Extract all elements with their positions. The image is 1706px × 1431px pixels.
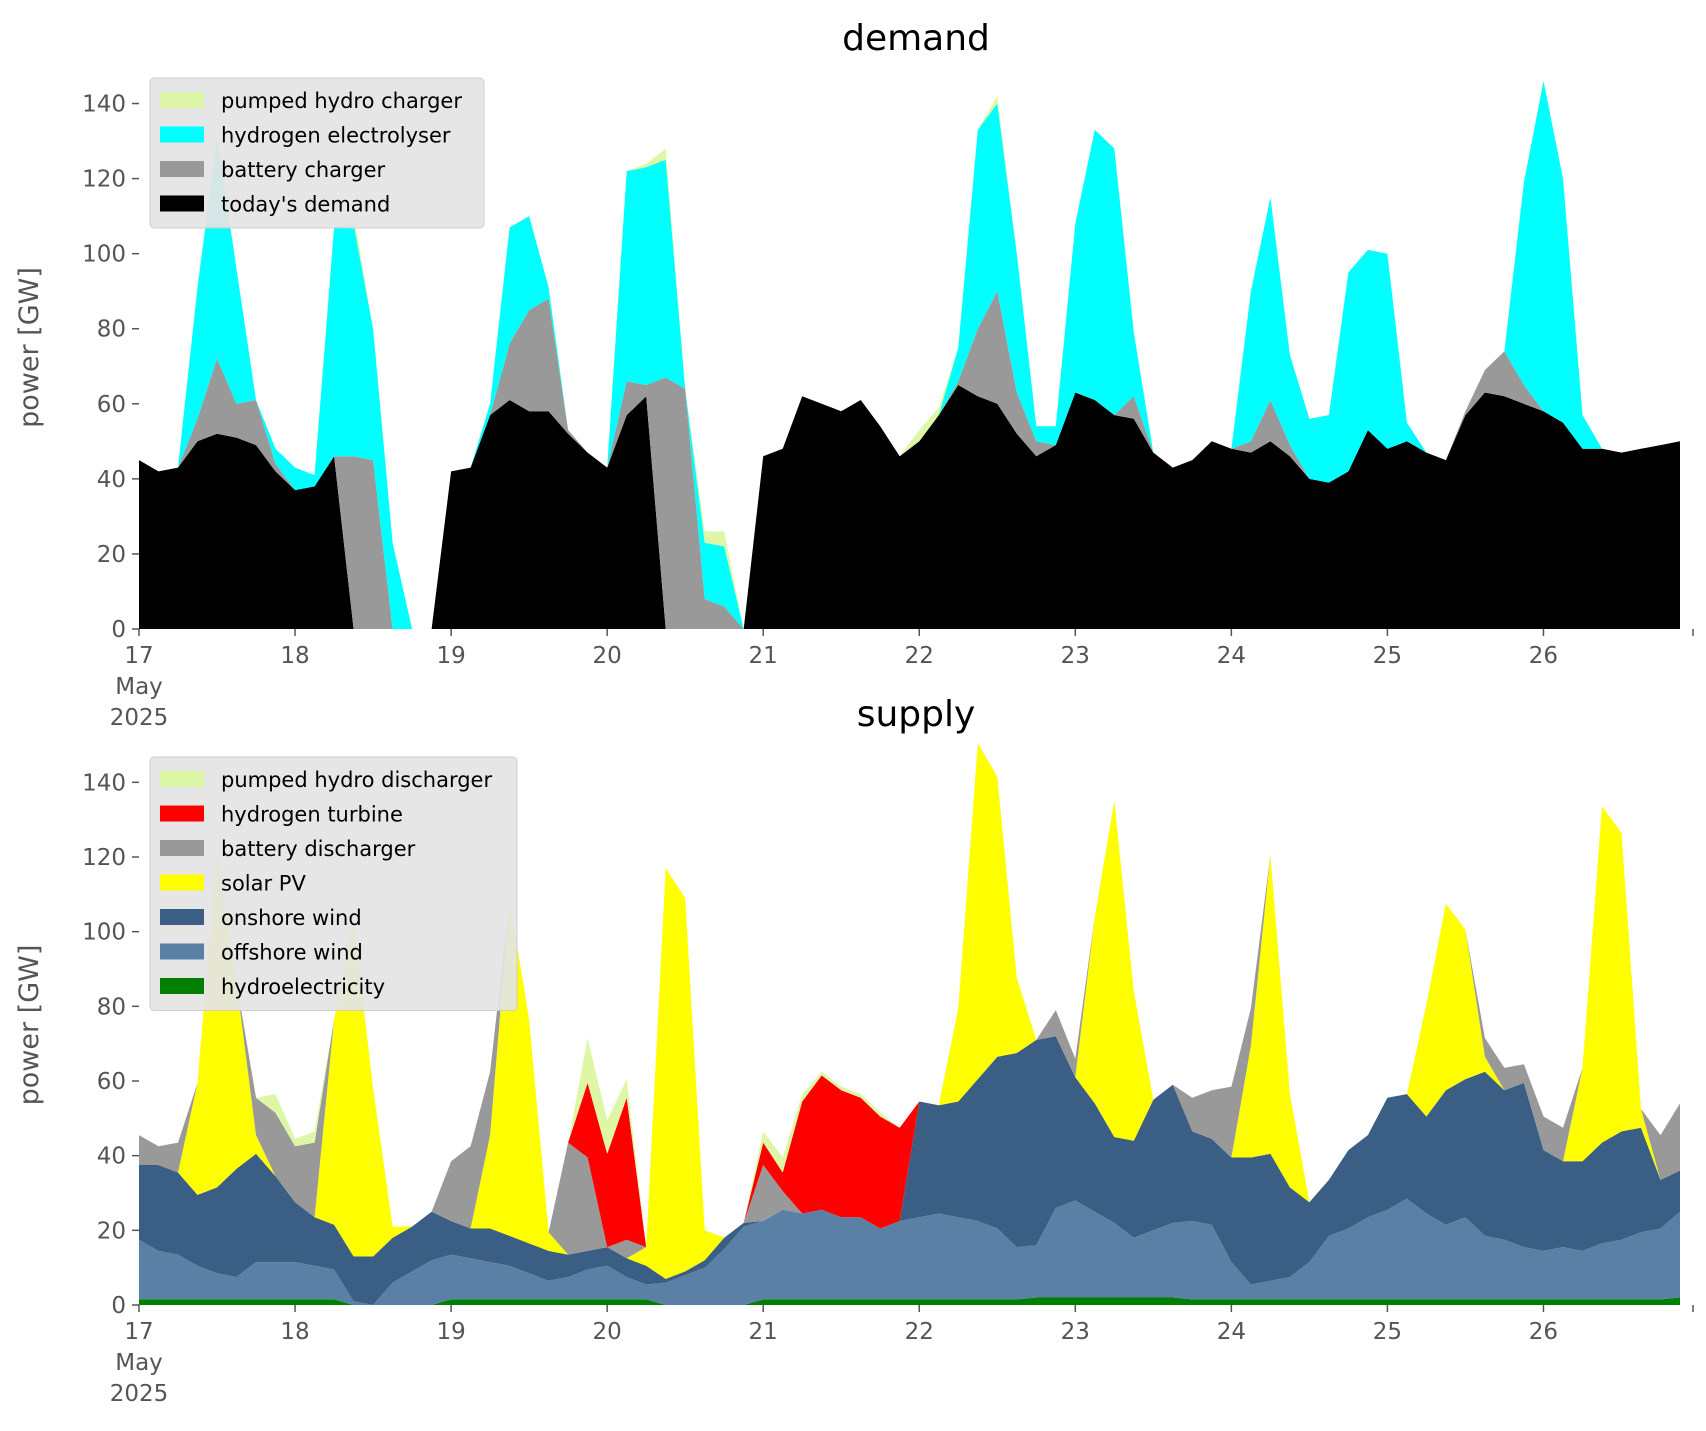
y-tick-label: 40 (97, 467, 126, 493)
y-tick-label: 120 (82, 845, 126, 871)
y-tick-label: 140 (82, 770, 126, 796)
legend-label: hydrogen electrolyser (221, 124, 451, 148)
legend-box (149, 756, 518, 1011)
y-tick-label: 100 (82, 242, 126, 268)
y-tick-label: 40 (97, 1144, 126, 1170)
y-tick-label: 80 (97, 317, 126, 343)
y-axis-label: power [GW] (14, 945, 45, 1106)
area-hydrogen-turbine (139, 743, 1680, 1248)
x-tick-label: 20 (593, 643, 622, 669)
legend-swatch-solar-pv (160, 874, 204, 891)
y-tick-label: 120 (82, 167, 126, 193)
area-hydrogen-electrolyser (139, 81, 1680, 629)
x-tick-label: 26 (1529, 643, 1558, 669)
x-tick-label: 21 (749, 1319, 778, 1345)
legend-label: offshore wind (221, 941, 363, 965)
y-tick-label: 0 (111, 1293, 126, 1319)
legend-swatch-hydroelectricity (160, 978, 204, 994)
legend: pumped hydro charger hydrogen electrolyse… (149, 77, 485, 229)
legend-swatch-pumped-hydro-charger (160, 92, 204, 108)
area-onshore-wind (139, 1036, 1680, 1305)
area-battery-charger (139, 291, 1680, 629)
area-offshore-wind (139, 1198, 1680, 1305)
x-tick-label: 23 (1061, 643, 1090, 669)
y-tick-label: 60 (97, 1069, 126, 1095)
chart-title: demand (842, 18, 990, 59)
y-tick-label: 20 (97, 542, 126, 568)
demand-panel: demand power [GW] 0 20 40 60 80 100 120 140 17 May 2… (14, 18, 1694, 731)
x-tick-label: 21 (749, 643, 778, 669)
area-solar-pv (139, 743, 1680, 1279)
x-tick-label: 26 (1529, 1319, 1558, 1345)
legend-swatch-hydrogen-electrolyser (160, 126, 204, 143)
legend-label: battery discharger (221, 837, 416, 861)
demand-areas (139, 81, 1680, 629)
legend-label: battery charger (221, 158, 386, 182)
legend-swatch-hydrogen-turbine (160, 805, 204, 822)
y-tick-label: 80 (97, 994, 126, 1020)
area-today-s-demand (139, 385, 1680, 629)
x-tick-label: 25 (1373, 643, 1402, 669)
legend-swatch-offshore-wind (160, 943, 204, 960)
supply-panel: supply power [GW] 0 20 40 60 80 100 120 140 17 May 2… (14, 694, 1694, 1407)
chart-title: supply (857, 694, 976, 735)
x-tick-label: 18 (280, 643, 309, 669)
legend: pumped hydro discharger hydrogen turbine b… (149, 756, 518, 1011)
legend-label: pumped hydro charger (221, 89, 462, 113)
supply-areas (139, 743, 1680, 1305)
y-tick-label: 20 (97, 1218, 126, 1244)
legend-swatch-today-s-demand (160, 195, 204, 212)
legend-label: hydrogen turbine (221, 803, 403, 827)
x-tick-label: 23 (1061, 1319, 1090, 1345)
x-tick-label: 19 (436, 643, 465, 669)
y-tick-label: 60 (97, 392, 126, 418)
x-tick-label: 24 (1217, 643, 1246, 669)
legend-swatch-onshore-wind (160, 909, 204, 925)
x-tick-label: 20 (593, 1319, 622, 1345)
legend-label: pumped hydro discharger (221, 768, 492, 792)
legend-label: solar PV (221, 872, 306, 896)
legend-box (149, 77, 485, 229)
legend-label: today's demand (221, 193, 390, 217)
x-tick-label: 25 (1373, 1319, 1402, 1345)
x-tick-label: 17 May 2025 (110, 1319, 169, 1407)
legend-label: hydroelectricity (221, 975, 385, 999)
y-tick-label: 0 (111, 617, 126, 643)
legend-label: onshore wind (221, 906, 362, 930)
x-tick-label: 18 (280, 1319, 309, 1345)
x-tick-label: 24 (1217, 1319, 1246, 1345)
x-tick-label: 22 (905, 1319, 934, 1345)
y-tick-label: 100 (82, 920, 126, 946)
y-axis-label: power [GW] (14, 267, 45, 428)
y-tick-label: 140 (82, 92, 126, 118)
x-tick-label: 22 (905, 643, 934, 669)
area-hydroelectricity (139, 1297, 1680, 1305)
legend-swatch-battery-discharger (160, 840, 204, 856)
legend-swatch-battery-charger (160, 161, 204, 177)
x-tick-label: 19 (436, 1319, 465, 1345)
x-tick-label: 17 May 2025 (110, 643, 169, 731)
legend-swatch-pumped-hydro-discharger (160, 771, 204, 787)
